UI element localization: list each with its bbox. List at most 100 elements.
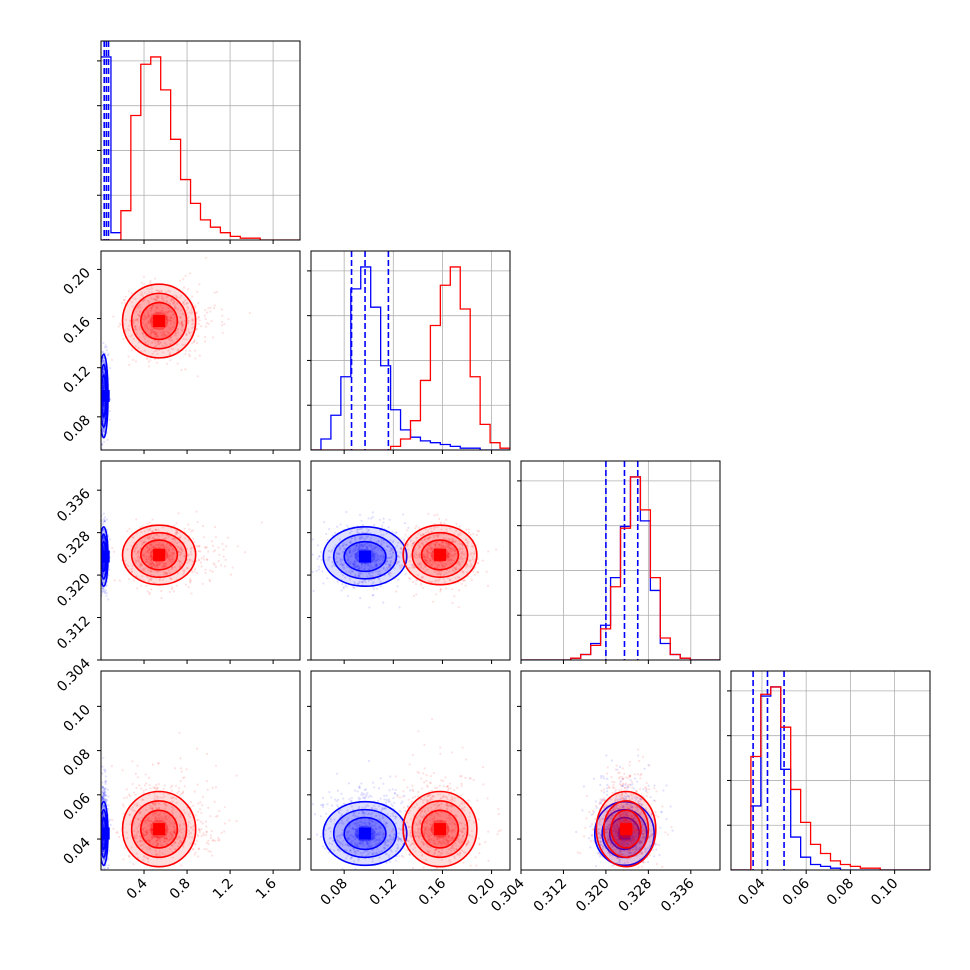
- red-sample-point: [168, 555, 171, 558]
- red-sample-point: [436, 526, 439, 529]
- blue-sample-point: [309, 541, 311, 543]
- red-sample-point: [425, 560, 429, 564]
- red-sample-point: [466, 542, 469, 545]
- red-sample-point: [163, 334, 166, 337]
- red-sample-point: [441, 564, 444, 567]
- red-sample-point: [147, 322, 151, 325]
- panel-frame: [310, 460, 511, 661]
- red-sample-point: [440, 544, 443, 547]
- red-sample-point: [440, 528, 443, 531]
- red-sample-point: [142, 791, 145, 794]
- red-sample-point: [192, 322, 195, 325]
- red-sample-point: [150, 560, 153, 563]
- red-sample-point: [432, 536, 435, 539]
- red-sample-point: [422, 533, 425, 536]
- red-sample-point: [468, 560, 471, 563]
- red-sample-point: [178, 731, 181, 734]
- red-sample-point: [157, 546, 160, 550]
- red-sample-point: [191, 295, 194, 298]
- red-sample-point: [447, 542, 450, 545]
- blue-sample-point: [376, 559, 379, 562]
- red-sample-point: [147, 554, 150, 557]
- red-sample-point: [461, 550, 464, 553]
- red-sample-point: [149, 562, 153, 566]
- red-sample-point: [155, 543, 158, 547]
- blue-sample-point: [105, 349, 108, 352]
- red-sample-point: [144, 551, 148, 554]
- red-sample-point: [461, 579, 465, 582]
- blue-sample-point: [391, 541, 394, 544]
- red-sample-point: [425, 549, 428, 552]
- red-sample-point: [202, 525, 205, 528]
- red-sample-point: [145, 309, 148, 312]
- blue-sample-point: [368, 574, 372, 577]
- blue-sample-point: [102, 860, 105, 863]
- red-sample-point: [425, 553, 428, 556]
- blue-sample-point: [102, 791, 105, 794]
- red-sample-point: [465, 539, 468, 542]
- blue-sample-point: [316, 557, 319, 560]
- red-sample-point: [168, 319, 171, 322]
- blue-sample-point: [338, 552, 341, 555]
- red-sample-point: [448, 554, 451, 557]
- blue-sample-point: [407, 526, 410, 530]
- red-sample-point: [192, 318, 196, 321]
- red-sample-point: [189, 800, 192, 804]
- red-sample-point: [155, 334, 158, 337]
- red-sample-point: [175, 532, 178, 535]
- red-sample-point: [181, 550, 184, 553]
- red-sample-point: [126, 548, 129, 551]
- red-sample-point: [142, 832, 145, 835]
- blue-sample-point: [102, 792, 105, 796]
- red-sample-point: [433, 534, 437, 538]
- red-sample-point: [135, 552, 138, 556]
- red-sample-point: [141, 295, 144, 298]
- red-sample-point: [128, 329, 131, 332]
- red-sample-point: [156, 842, 160, 846]
- red-sample-point: [117, 325, 120, 328]
- blue-sample-point: [361, 580, 365, 583]
- red-sample-point: [130, 570, 134, 573]
- red-sample-point: [194, 304, 197, 307]
- blue-sample-point: [396, 585, 399, 588]
- blue-sample-point: [103, 794, 106, 797]
- red-sample-point: [155, 349, 158, 352]
- blue-sample-point: [102, 388, 105, 391]
- red-sample-point: [487, 550, 490, 553]
- red-sample-point: [443, 580, 447, 584]
- red-sample-point: [170, 338, 173, 341]
- red-sample-point: [418, 555, 421, 558]
- red-sample-point: [190, 530, 193, 533]
- red-sample-point: [120, 301, 123, 304]
- blue-sample-point: [108, 538, 111, 541]
- red-sample-point: [418, 553, 421, 556]
- red-sample-point: [439, 521, 442, 524]
- blue-sample-point: [383, 555, 386, 558]
- red-sample-point: [132, 358, 135, 362]
- red-sample-point: [204, 546, 208, 549]
- red-sample-point: [170, 336, 173, 339]
- red-sample-point: [167, 289, 170, 292]
- blue-sample-point: [101, 351, 104, 354]
- red-sample-point: [189, 580, 192, 583]
- red-sample-point: [423, 565, 427, 568]
- blue-sample-point: [102, 839, 106, 842]
- red-sample-point: [423, 558, 426, 561]
- red-sample-point: [181, 329, 184, 332]
- blue-sample-point: [380, 549, 383, 552]
- red-sample-point: [223, 323, 226, 326]
- red-sample-point: [186, 288, 190, 291]
- blue-sample-point: [349, 572, 352, 575]
- red-sample-point: [159, 310, 162, 313]
- red-sample-point: [200, 557, 203, 560]
- blue-sample-point: [328, 556, 331, 559]
- red-sample-point: [111, 546, 114, 550]
- blue-peak: [101, 389, 110, 402]
- blue-sample-point: [370, 517, 373, 520]
- blue-sample-point: [368, 544, 371, 547]
- red-sample-point: [155, 333, 158, 336]
- red-sample-point: [137, 304, 140, 307]
- blue-sample-point: [330, 565, 334, 568]
- red-sample-point: [150, 549, 153, 552]
- red-sample-point: [454, 567, 457, 570]
